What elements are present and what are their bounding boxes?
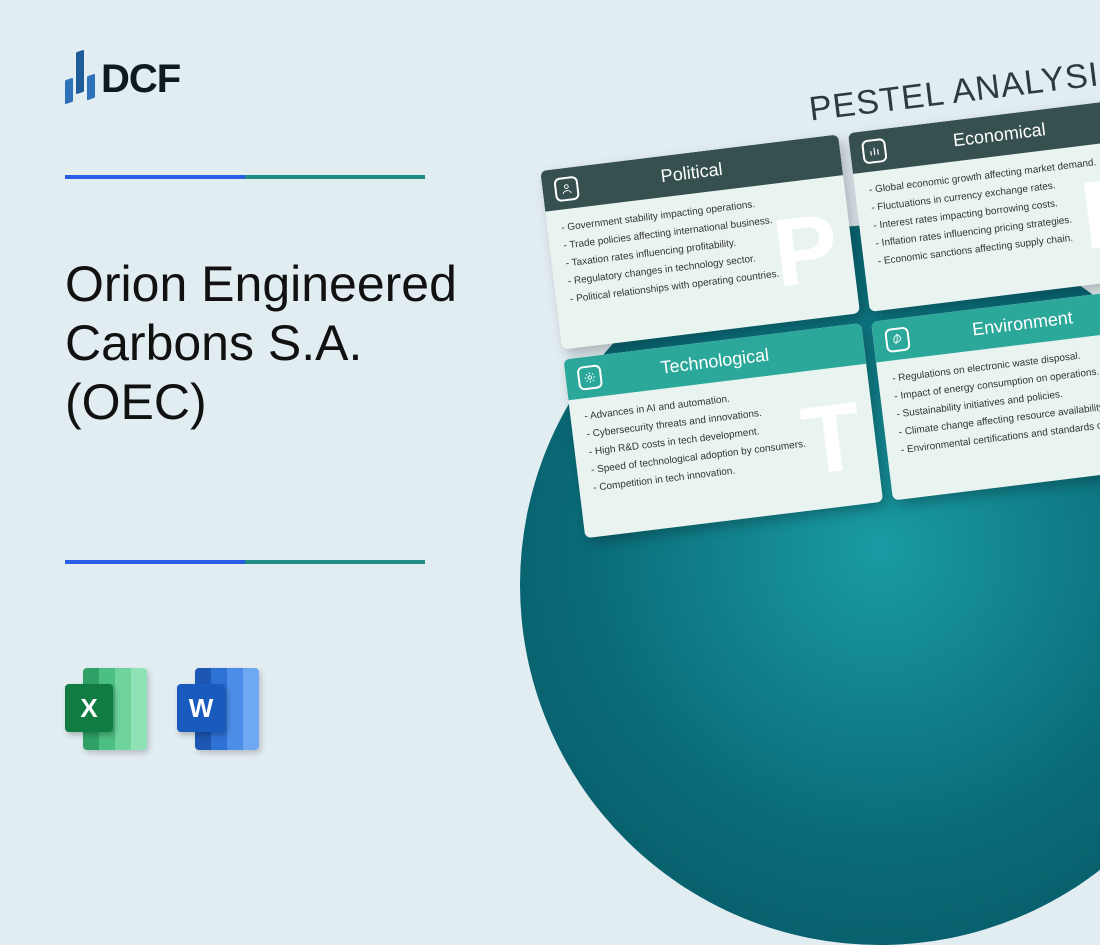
file-icons-row: X W bbox=[65, 668, 259, 750]
logo-text: DCF bbox=[101, 57, 180, 102]
brand-logo: DCF bbox=[65, 55, 180, 103]
pestel-card: EconomicalGlobal economic growth affecti… bbox=[848, 97, 1100, 312]
person-icon bbox=[553, 175, 580, 202]
gear-icon bbox=[576, 364, 603, 391]
logo-bars-icon bbox=[65, 55, 95, 103]
excel-badge: X bbox=[65, 684, 113, 732]
pestel-card-title: Environment bbox=[971, 307, 1074, 339]
pestel-card: PoliticalGovernment stability impacting … bbox=[540, 134, 860, 349]
word-badge: W bbox=[177, 684, 225, 732]
excel-icon: X bbox=[65, 668, 147, 750]
bars-icon bbox=[861, 137, 888, 164]
pestel-grid: PoliticalGovernment stability impacting … bbox=[540, 97, 1100, 539]
pestel-card: TechnologicalAdvances in AI and automati… bbox=[563, 323, 883, 538]
divider-bottom bbox=[65, 560, 425, 564]
pestel-card: EnvironmentRegulations on electronic was… bbox=[871, 285, 1100, 500]
leaf-icon bbox=[884, 326, 911, 353]
pestel-graphic: PESTEL ANALYSIS PoliticalGovernment stab… bbox=[535, 50, 1100, 538]
pestel-card-title: Economical bbox=[952, 119, 1047, 150]
word-icon: W bbox=[177, 668, 259, 750]
pestel-card-title: Technological bbox=[659, 345, 770, 378]
divider-top bbox=[65, 175, 425, 179]
page-title: Orion Engineered Carbons S.A. (OEC) bbox=[65, 255, 505, 432]
pestel-card-title: Political bbox=[660, 159, 724, 186]
